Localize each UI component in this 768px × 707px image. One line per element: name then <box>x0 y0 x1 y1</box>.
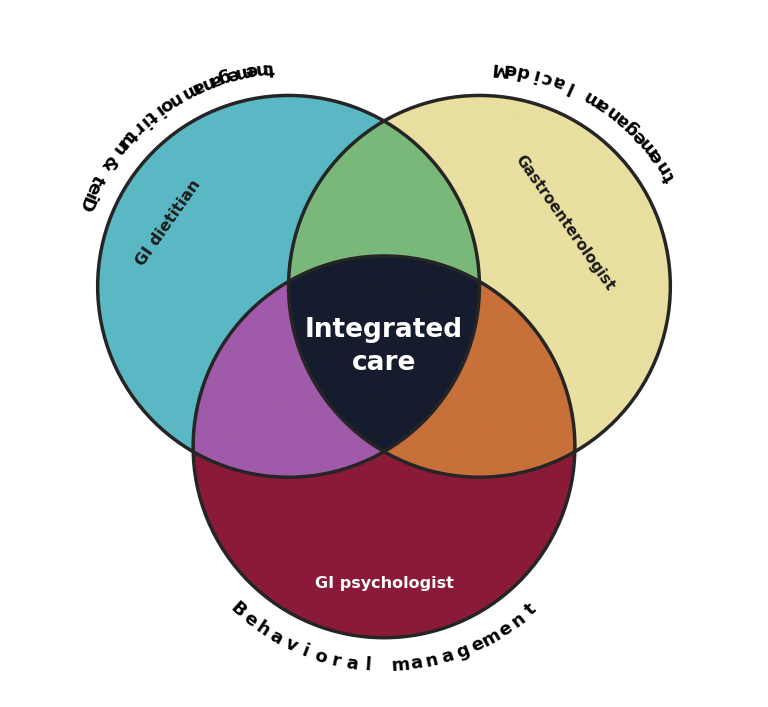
Text: a: a <box>189 76 207 98</box>
Text: e: e <box>225 64 241 85</box>
Text: m: m <box>579 86 604 111</box>
Text: n: n <box>508 609 529 631</box>
Text: m: m <box>231 62 253 83</box>
Text: o: o <box>312 646 329 667</box>
Text: Integrated
care: Integrated care <box>305 317 463 376</box>
Text: t: t <box>659 168 679 185</box>
Text: e: e <box>240 609 260 631</box>
Text: a: a <box>266 627 286 648</box>
Text: t: t <box>121 125 140 144</box>
Text: n: n <box>652 156 674 177</box>
Text: Gastroenterologist: Gastroenterologist <box>511 152 617 293</box>
Text: h: h <box>253 619 273 641</box>
Text: c: c <box>539 68 554 88</box>
Text: r: r <box>330 651 343 670</box>
Text: t: t <box>264 59 274 77</box>
Text: d: d <box>515 62 531 81</box>
Text: g: g <box>215 66 233 88</box>
Text: GI psychologist: GI psychologist <box>315 575 453 591</box>
Text: t: t <box>88 171 108 187</box>
Text: n: n <box>164 89 184 111</box>
Text: a: a <box>345 654 359 674</box>
Text: l: l <box>564 77 577 96</box>
Text: e: e <box>468 634 487 656</box>
Text: m: m <box>177 78 202 103</box>
Text: e: e <box>629 127 650 148</box>
Text: u: u <box>113 131 135 152</box>
Text: a: a <box>409 654 423 674</box>
Text: a: a <box>611 109 633 131</box>
Text: r: r <box>127 119 147 138</box>
Text: e: e <box>243 61 259 81</box>
Text: o: o <box>156 94 176 116</box>
Text: M: M <box>489 58 508 78</box>
Text: GI dietitian: GI dietitian <box>133 177 204 269</box>
Text: e: e <box>504 59 518 79</box>
Text: i: i <box>300 642 312 661</box>
Text: n: n <box>197 72 216 94</box>
Text: l: l <box>364 656 372 674</box>
Text: t: t <box>521 600 540 619</box>
Text: a: a <box>207 69 224 90</box>
Text: &: & <box>95 152 119 175</box>
Text: n: n <box>107 138 129 159</box>
Text: i: i <box>151 101 166 119</box>
Text: e: e <box>645 146 667 166</box>
Text: a: a <box>550 71 568 93</box>
Text: e: e <box>495 619 515 641</box>
Text: m: m <box>390 656 410 675</box>
Text: g: g <box>453 641 472 662</box>
Text: i: i <box>80 189 98 202</box>
Text: a: a <box>439 646 455 667</box>
Text: n: n <box>424 650 440 671</box>
Text: i: i <box>530 65 541 84</box>
Text: a: a <box>592 94 612 116</box>
Text: i: i <box>135 113 152 131</box>
Text: e: e <box>82 178 104 197</box>
Text: t: t <box>142 106 160 126</box>
Text: D: D <box>74 194 97 214</box>
Text: m: m <box>479 625 504 650</box>
Text: m: m <box>635 134 661 159</box>
Text: n: n <box>602 101 623 123</box>
Text: n: n <box>253 59 268 78</box>
Text: v: v <box>282 634 300 656</box>
Text: g: g <box>621 117 642 139</box>
Text: B: B <box>227 598 248 621</box>
